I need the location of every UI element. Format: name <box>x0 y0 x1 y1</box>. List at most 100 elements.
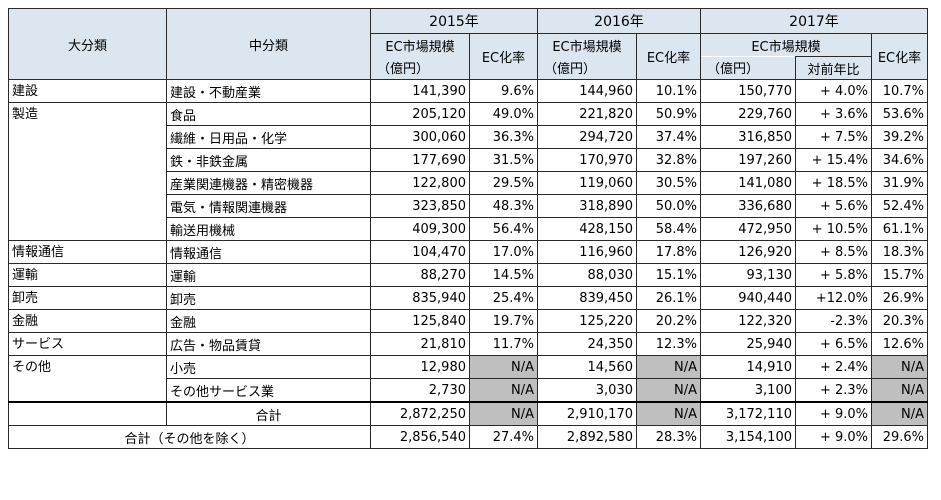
ec-market-2015-cell: 2,730 <box>370 378 470 403</box>
ec-rate-2015-cell: N/A <box>469 378 538 403</box>
table-row: 建設 建設・不動産業 141,390 9.6% 144,960 10.1% 150,770 +… <box>8 79 928 103</box>
ec-market-2016-cell: 221,820 <box>537 102 637 126</box>
yoy-2017-cell: + 4.0% <box>795 79 872 103</box>
ec-market-2015-cell: 125,840 <box>370 309 470 333</box>
yoy-2017-cell: + 2.4% <box>795 355 872 379</box>
ec-rate-2017-cell: 12.6% <box>871 332 928 356</box>
ec-rate-2015-cell: 9.6% <box>469 79 538 103</box>
ec-rate-2017-cell: 34.6% <box>871 148 928 172</box>
ec-rate-2017-cell: 39.2% <box>871 125 928 149</box>
ec-rate-2016-cell: 50.0% <box>636 194 701 218</box>
table-row: その他 小売 12,980 N/A 14,560 N/A 14,910 + 2.4% N/A <box>8 355 928 403</box>
ec-rate-2016-cell: 30.5% <box>636 171 701 195</box>
yoy-2017-cell: + 2.3% <box>795 378 872 403</box>
total-excl-ec-market-2015-cell: 2,856,540 <box>370 425 470 449</box>
header-ec-market-2017: EC市場規模 <box>700 33 872 57</box>
header-ec-rate-2015: EC化率 <box>469 33 538 80</box>
total-excl-ec-rate-2017-cell: 29.6% <box>871 425 928 449</box>
header-ec-rate-2016: EC化率 <box>636 33 701 80</box>
ec-rate-2017-cell: 10.7% <box>871 79 928 103</box>
ec-rate-2017-cell: 20.3% <box>871 309 928 333</box>
major-category-cell: 運輸 <box>8 263 167 287</box>
table-row: 電気・情報関連機器 323,850 48.3% 318,890 50.0% 336,680… <box>9 194 928 218</box>
table-row: 運輸 運輸 88,270 14.5% 88,030 15.1% 93,130 + 5.8% 15… <box>8 263 928 287</box>
ec-rate-2016-cell: 17.8% <box>636 240 701 264</box>
yoy-2017-cell: + 18.5% <box>795 171 872 195</box>
ec-market-2016-cell: 318,890 <box>537 194 637 218</box>
middle-category-cell: 産業関連機器・精密機器 <box>166 171 371 195</box>
yoy-2017-cell: + 3.6% <box>795 102 872 126</box>
ec-rate-2017-cell: N/A <box>871 378 928 403</box>
major-category-cell: 情報通信 <box>8 240 167 264</box>
ec-rate-2015-cell: 49.0% <box>469 102 538 126</box>
ec-market-2017-cell: 126,920 <box>700 240 796 264</box>
yoy-2017-cell: + 5.6% <box>795 194 872 218</box>
header-row-years: 大分類 中分類 2015年 2016年 2017年 <box>8 8 928 80</box>
ec-market-2015-cell: 300,060 <box>370 125 470 149</box>
ec-rate-2015-cell: 48.3% <box>469 194 538 218</box>
header-year-2017: 2017年 <box>700 8 928 34</box>
middle-category-cell: 情報通信 <box>166 240 371 264</box>
ec-market-2017-cell: 25,940 <box>700 332 796 356</box>
middle-category-cell: 金融 <box>166 309 371 333</box>
total-excl-ec-rate-2015-cell: 27.4% <box>469 425 538 449</box>
header-ec-market-2015: EC市場規模 <box>370 33 470 57</box>
yoy-2017-cell: + 8.5% <box>795 240 872 264</box>
header-unit-2017: （億円） <box>700 56 796 80</box>
middle-category-cell: 運輸 <box>166 263 371 287</box>
ec-rate-2016-cell: 26.1% <box>636 286 701 310</box>
middle-category-cell: 食品 <box>166 102 371 126</box>
header-ec-market-2016: EC市場規模 <box>537 33 637 57</box>
ec-market-2017-cell: 316,850 <box>700 125 796 149</box>
ec-market-2017-cell: 150,770 <box>700 79 796 103</box>
ec-market-2016-cell: 14,560 <box>537 355 637 379</box>
middle-category-cell: 輸送用機械 <box>166 217 371 241</box>
ec-market-2016-cell: 3,030 <box>537 378 637 403</box>
header-middle-category: 中分類 <box>166 8 371 80</box>
ec-market-2016-cell: 170,970 <box>537 148 637 172</box>
ec-market-table: 大分類 中分類 2015年 2016年 2017年 EC市場規模 EC化率 EC… <box>8 8 928 449</box>
yoy-2017-cell: + 6.5% <box>795 332 872 356</box>
ec-rate-2016-cell: 15.1% <box>636 263 701 287</box>
ec-rate-2016-cell: 58.4% <box>636 217 701 241</box>
ec-rate-2016-cell: 32.8% <box>636 148 701 172</box>
ec-market-2016-cell: 839,450 <box>537 286 637 310</box>
ec-rate-2016-cell: 50.9% <box>636 102 701 126</box>
middle-category-cell: 繊維・日用品・化学 <box>166 125 371 149</box>
ec-market-2015-cell: 835,940 <box>370 286 470 310</box>
ec-rate-2017-cell: 15.7% <box>871 263 928 287</box>
total-ec-market-2015-cell: 2,872,250 <box>370 401 470 426</box>
ec-rate-2017-cell: 31.9% <box>871 171 928 195</box>
table-wrapper: 大分類 中分類 2015年 2016年 2017年 EC市場規模 EC化率 EC… <box>8 8 928 449</box>
major-category-cell: 金融 <box>8 309 167 333</box>
total-yoy-2017-cell: + 9.0% <box>795 401 872 426</box>
yoy-2017-cell: + 5.8% <box>795 263 872 287</box>
middle-category-cell: 電気・情報関連機器 <box>166 194 371 218</box>
table-row: 輸送用機械 409,300 56.4% 428,150 58.4% 472,950 + 10… <box>9 217 928 241</box>
ec-market-2017-cell: 122,320 <box>700 309 796 333</box>
ec-market-2016-cell: 116,960 <box>537 240 637 264</box>
yoy-2017-cell: + 10.5% <box>795 217 872 241</box>
major-category-cell: サービス <box>8 332 167 356</box>
ec-market-2017-cell: 3,100 <box>700 378 796 403</box>
header-row-units: （億円） （億円） （億円） 対前年比 <box>9 56 928 80</box>
ec-market-2017-cell: 197,260 <box>700 148 796 172</box>
total-excluding-others-row: 合計（その他を除く） 2,856,540 27.4% 2,892,580 28.3% 3,… <box>8 425 928 449</box>
header-unit-2016: （億円） <box>537 56 637 80</box>
ec-rate-2015-cell: 11.7% <box>469 332 538 356</box>
major-category-cell: 卸売 <box>8 286 167 310</box>
ec-rate-2016-cell: 12.3% <box>636 332 701 356</box>
middle-category-cell: その他サービス業 <box>166 378 371 403</box>
ec-rate-2015-cell: 29.5% <box>469 171 538 195</box>
ec-rate-2016-cell: N/A <box>636 355 701 379</box>
yoy-2017-cell: + 15.4% <box>795 148 872 172</box>
ec-rate-2017-cell: 53.6% <box>871 102 928 126</box>
total-blank-cell <box>8 401 167 426</box>
middle-category-cell: 小売 <box>166 355 371 379</box>
total-ec-rate-2016-cell: N/A <box>636 401 701 426</box>
ec-market-2016-cell: 428,150 <box>537 217 637 241</box>
ec-market-2017-cell: 93,130 <box>700 263 796 287</box>
middle-category-cell: 広告・物品賃貸 <box>166 332 371 356</box>
total-excl-ec-rate-2016-cell: 28.3% <box>636 425 701 449</box>
total-ec-rate-2017-cell: N/A <box>871 401 928 426</box>
